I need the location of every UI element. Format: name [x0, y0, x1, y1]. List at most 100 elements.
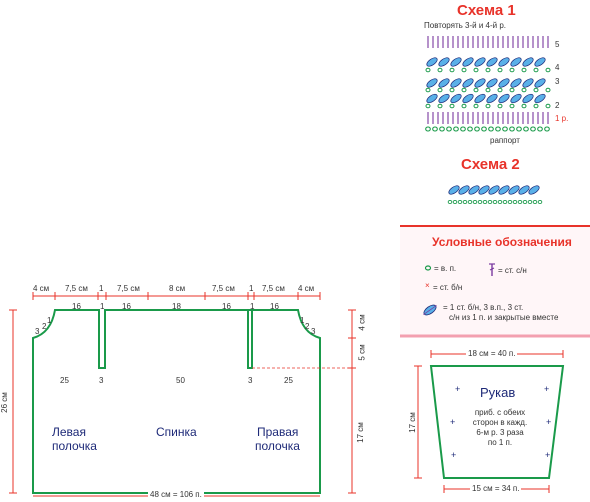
chain-stitch [497, 103, 503, 109]
chain-stitch [460, 126, 466, 132]
cluster-stitch [508, 185, 520, 195]
cluster-stitch [518, 185, 530, 195]
svg-text:+: + [544, 384, 549, 394]
count-top-1: 16 [72, 302, 81, 311]
chain-stitch [474, 126, 480, 132]
cluster-petal [522, 57, 534, 67]
neck-count-3: 3 [35, 327, 40, 336]
chain-stitch [497, 87, 503, 93]
chain-stitch [521, 87, 527, 93]
dim-top-4: 7,5 см [117, 284, 140, 293]
chain-stitch [453, 126, 459, 132]
legend-cluster-line1: = 1 ст. б/н, 3 в.п., 3 ст. [443, 303, 524, 312]
chain-stitch [532, 199, 538, 205]
neck-count-1: 1 [47, 316, 52, 325]
cluster-petal [534, 93, 546, 104]
chain-stitch [485, 87, 491, 93]
cluster-stitch [448, 185, 460, 195]
cluster-petal [522, 78, 534, 88]
chain-stitch [437, 103, 443, 109]
chain-stitch [449, 67, 455, 73]
chain-stitch [467, 126, 473, 132]
row-count-back: 50 [176, 376, 185, 385]
cluster-stitch [510, 93, 522, 104]
chain-stitch [512, 199, 518, 205]
chain-stitch [485, 67, 491, 73]
dim-right-1: 4 см [357, 314, 367, 331]
count-top-3: 16 [122, 302, 131, 311]
neck-count-6: 3 [311, 327, 316, 336]
sleeve-top-dim: 18 см = 40 п. [466, 349, 518, 358]
cluster-petal [426, 57, 438, 67]
cluster-petal [528, 185, 540, 195]
right-front-label-1: Правая [257, 425, 299, 439]
chain-stitch [533, 67, 539, 73]
neck-count-2: 2 [42, 322, 47, 331]
legend-box [400, 225, 590, 338]
cluster-stitch [426, 93, 438, 104]
dim-top-6: 7,5 см [212, 284, 235, 293]
chain-stitch [485, 103, 491, 109]
svg-text:+: + [546, 417, 551, 427]
cluster-stitch [522, 93, 534, 104]
cluster-petal [498, 57, 510, 67]
chain-stitch [462, 199, 468, 205]
chain-stitch [473, 67, 479, 73]
cluster-stitch [474, 57, 486, 67]
chain-stitch [533, 87, 539, 93]
left-front-label-1: Левая [52, 425, 86, 439]
dim-top-2: 7,5 см [65, 284, 88, 293]
chain-stitch [452, 199, 458, 205]
chain-stitch [545, 87, 551, 93]
chain-stitch [487, 199, 493, 205]
sleeve-note-line-1: приб. с обеих [474, 408, 526, 417]
legend-symbols: × [423, 263, 495, 316]
sleeve-note-line-4: по 1 п. [487, 438, 513, 447]
cluster-stitch [498, 57, 510, 67]
chain-stitch [446, 126, 452, 132]
cluster-petal [508, 185, 520, 195]
chain-stitch [425, 87, 431, 93]
cluster-stitch [474, 93, 486, 104]
chain-stitch [461, 67, 467, 73]
cluster-stitch [438, 57, 450, 67]
cluster-petal [438, 57, 450, 67]
row-number-4: 4 [555, 63, 560, 72]
chain-stitch [509, 87, 515, 93]
cluster-petal [448, 185, 460, 195]
chain-stitch [425, 67, 431, 73]
cluster-symbol [423, 304, 437, 316]
chain-stitch [509, 67, 515, 73]
cluster-stitch [462, 57, 474, 67]
chain-stitch [457, 199, 463, 205]
row-number-1: 1 р. [555, 114, 569, 123]
cluster-stitch [462, 93, 474, 104]
chain-symbol [424, 265, 432, 271]
chain-stitch [509, 126, 515, 132]
cluster-stitch [438, 78, 450, 88]
chain-stitch [497, 199, 503, 205]
chain-stitch [492, 199, 498, 205]
cluster-stitch [498, 185, 510, 195]
cluster-stitch [534, 57, 546, 67]
cluster-stitch [510, 57, 522, 67]
neck-count-5: 2 [305, 322, 310, 331]
cluster-petal [510, 57, 522, 67]
rapport-label: раппорт [490, 136, 520, 145]
chain-stitch [533, 103, 539, 109]
sleeve-outline [429, 365, 565, 479]
chain-stitch [481, 126, 487, 132]
legend-title: Условные обозначения [432, 235, 572, 249]
scheme1-repeat-note: Повторять 3-й и 4-й р. [424, 21, 507, 30]
row-count-right: 25 [284, 376, 293, 385]
sleeve-title: Рукав [480, 385, 516, 400]
cluster-stitch [450, 78, 462, 88]
cluster-stitch [474, 78, 486, 88]
chain-stitch [461, 103, 467, 109]
chain-stitch [425, 103, 431, 109]
sleeve-bottom-dim: 15 см = 34 п. [470, 484, 522, 493]
cluster-stitch [528, 185, 540, 195]
dim-top-1: 4 см [33, 284, 50, 293]
scheme1-title: Схема 1 [457, 2, 516, 19]
